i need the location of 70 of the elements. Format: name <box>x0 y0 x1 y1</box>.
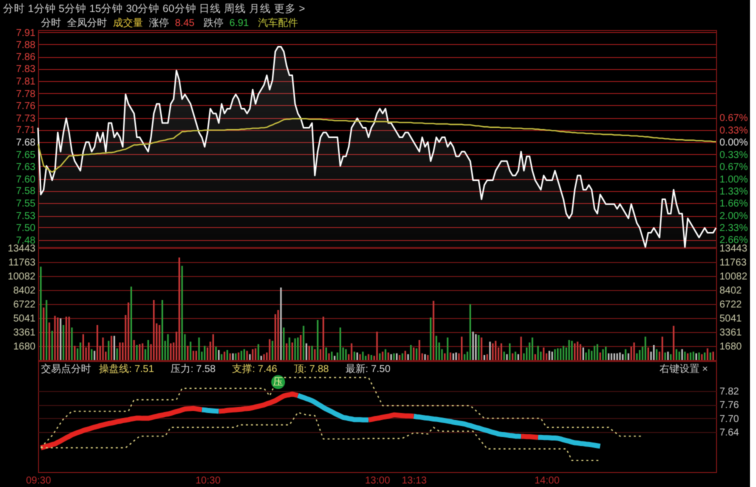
text: 成交量 <box>113 17 143 29</box>
y-tick-label: 7.55 <box>16 198 36 210</box>
y-tick-label: 7.50 <box>16 222 36 234</box>
y2-tick-label: 13443 <box>720 244 748 254</box>
y-tick-label: 7.83 <box>16 64 36 76</box>
y2-tick-label: 8402 <box>720 286 742 296</box>
x-tick-label: 13:00 <box>364 476 390 486</box>
y2-tick-label: 10082 <box>720 272 748 282</box>
y2-tick-label: 7.70 <box>720 414 740 425</box>
y-tick-label: 5041 <box>13 314 36 324</box>
y2-tick-label: 7.82 <box>720 386 740 398</box>
y-tick-label: 11763 <box>8 257 36 268</box>
y-tick-label: 13443 <box>8 244 36 254</box>
y-tick-label: 7.76 <box>16 100 36 112</box>
y2-tick-label: 5041 <box>720 314 742 324</box>
y2-tick-label: 0.67% <box>720 162 748 174</box>
y2-tick-label: 0.33% <box>720 126 748 137</box>
y2-tick-label: 3361 <box>720 328 742 338</box>
y2-tick-label: 2.33% <box>720 223 748 234</box>
y-tick-label: 3361 <box>13 328 36 338</box>
annotation: 压力: 7.58 <box>170 363 216 375</box>
x-tick-label: 14:00 <box>534 476 560 486</box>
y2-tick-label: 6722 <box>720 299 742 310</box>
text: 涨停 <box>149 17 169 29</box>
series-label: 压 <box>273 377 284 388</box>
y-tick-label: 1680 <box>13 342 36 353</box>
y2-tick-label: 7.76 <box>720 400 740 412</box>
text: 6.91 <box>229 18 250 29</box>
annotation: 顶: 7.88 <box>294 364 330 375</box>
y-tick-label: 7.53 <box>16 211 36 222</box>
y-tick-label: 7.91 <box>16 28 36 39</box>
y2-tick-label: 7.64 <box>720 427 740 438</box>
text: 分时 1分钟 5分钟 15分钟 30分钟 60分钟 日线 周线 月线 更多 > <box>3 2 306 15</box>
y-tick-label: 6722 <box>13 299 36 310</box>
y2-tick-label: 11763 <box>720 257 748 268</box>
y2-tick-label: 1.00% <box>720 174 748 186</box>
y-tick-label: 7.58 <box>16 186 36 198</box>
x-tick-label: 13:13 <box>402 476 428 486</box>
chart-title: 交易点分时 <box>41 363 91 375</box>
y-tick-label: 10082 <box>8 272 36 282</box>
line-series <box>37 118 717 173</box>
y2-tick-label: 0.67% <box>720 113 748 124</box>
y-tick-label: 7.68 <box>16 138 36 149</box>
y-tick-label: 7.71 <box>16 125 36 136</box>
y-tick-label: 7.88 <box>16 40 36 51</box>
y2-tick-label: 1.66% <box>720 198 748 210</box>
y-tick-label: 7.65 <box>16 150 36 161</box>
annotation: 操盘线: 7.51 <box>99 363 154 375</box>
y2-tick-label: 1680 <box>720 342 742 353</box>
y-tick-label: 7.78 <box>16 88 36 100</box>
y2-tick-label: 2.00% <box>720 210 748 222</box>
y2-tick-label: 0.00% <box>720 138 748 149</box>
y-tick-label: 7.63 <box>16 162 36 173</box>
text: 跌停 <box>203 17 224 29</box>
y-tick-label: 7.81 <box>16 76 36 88</box>
y-tick-label: 7.60 <box>16 174 36 186</box>
annotation: 右键设置 × <box>659 363 708 375</box>
y2-tick-label: 0.33% <box>720 150 748 161</box>
text: 全凤分时 <box>67 17 107 29</box>
annotation: 支撑: 7.46 <box>232 363 278 375</box>
y-tick-label: 7.73 <box>16 113 36 124</box>
y-tick-label: 7.86 <box>16 52 36 64</box>
x-tick-label: 10:30 <box>195 476 221 486</box>
y-tick-label: 8402 <box>13 286 36 296</box>
y2-tick-label: 1.33% <box>720 186 748 198</box>
text: 8.45 <box>175 18 195 29</box>
text: 汽车配件 <box>258 17 298 29</box>
annotation: 最新: 7.50 <box>345 363 391 375</box>
x-tick-label: 09:30 <box>26 476 52 486</box>
text: 分时 <box>41 17 61 29</box>
